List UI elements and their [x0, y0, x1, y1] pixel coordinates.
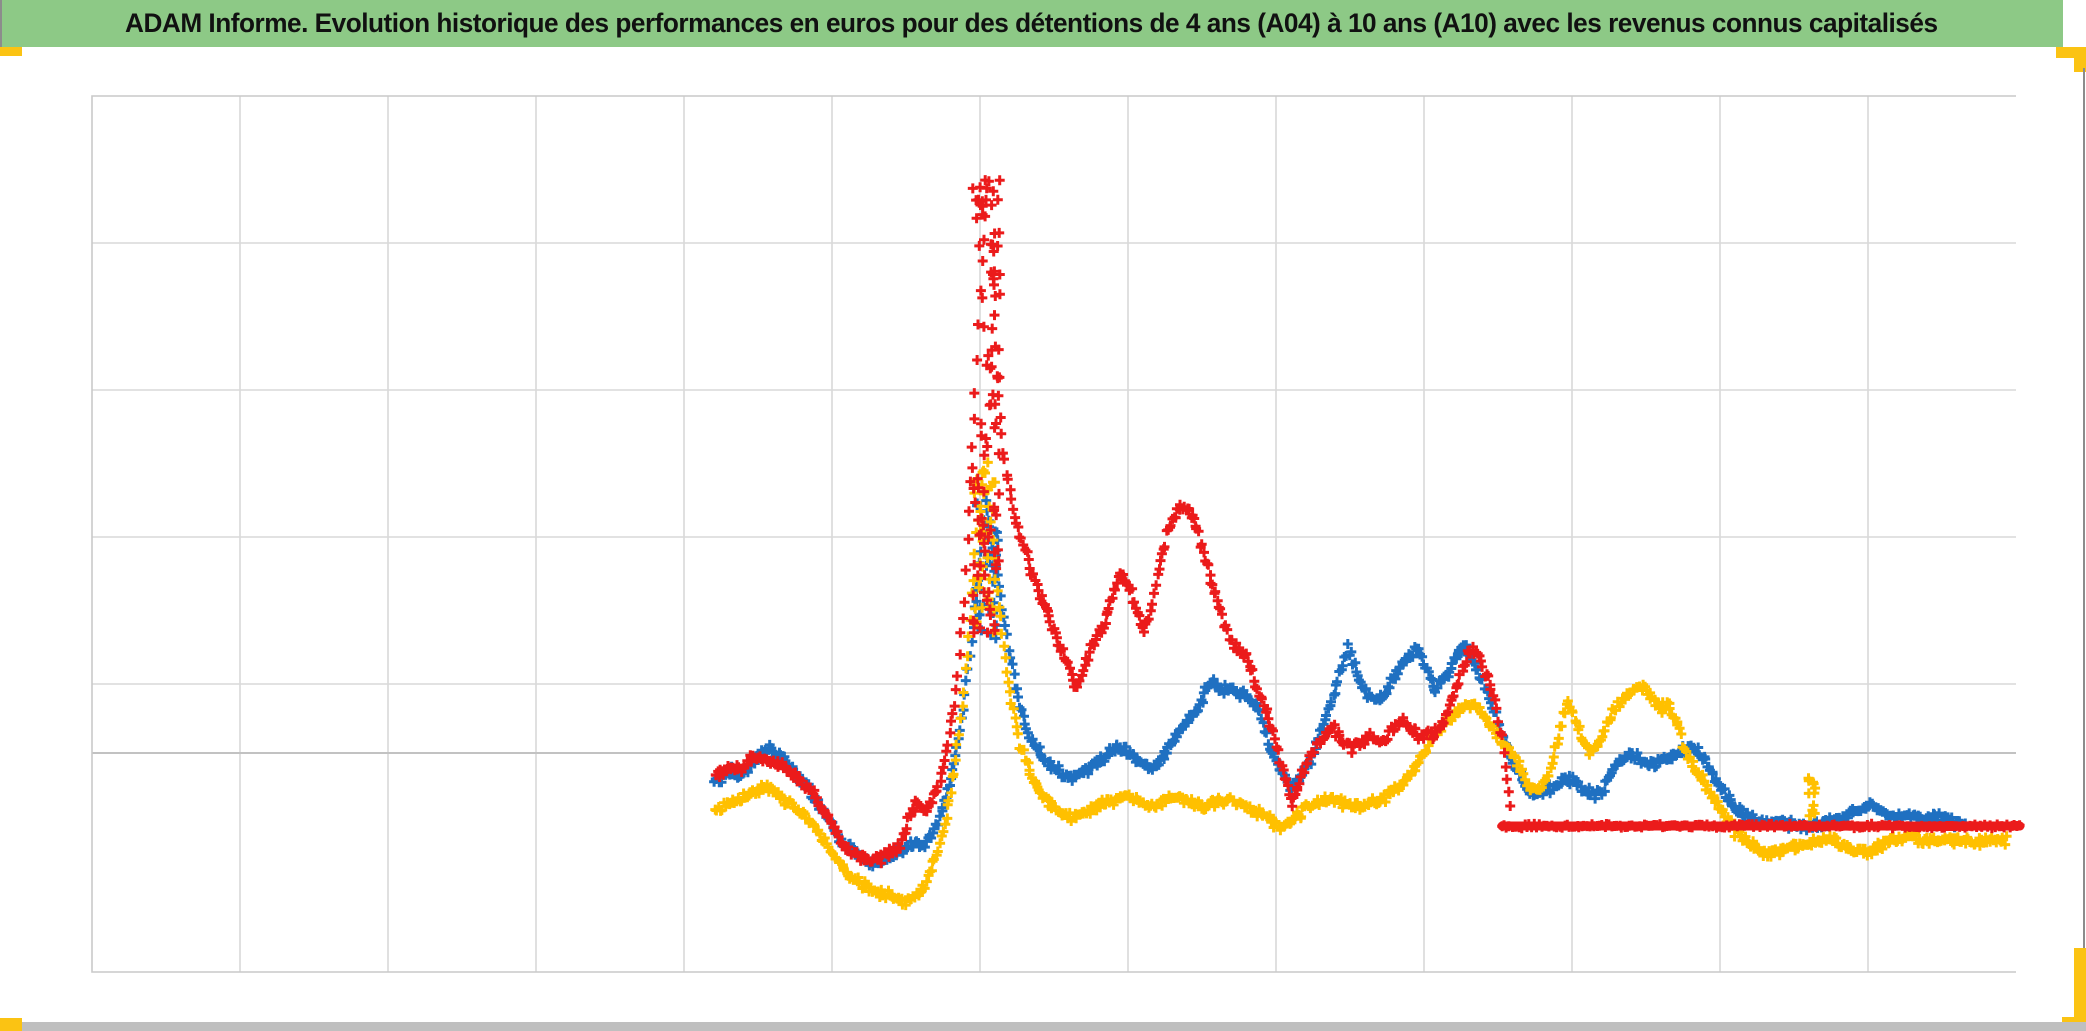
corner-mark-bottom-right-vertical: [2074, 948, 2086, 1031]
corner-mark-top-right-vertical: [2074, 47, 2086, 72]
gridlines: [92, 96, 2016, 972]
right-edge-line: [2083, 68, 2085, 952]
red-series: [710, 175, 1516, 869]
gold-series: [710, 457, 2012, 911]
left-edge-line: [0, 0, 2, 55]
plot-border: [91, 95, 2016, 973]
corner-mark-top-right-horizontal: [2056, 47, 2086, 58]
bottom-gray-bar: [22, 1022, 2086, 1031]
corner-mark-top-left: [0, 47, 22, 56]
title-bar: ADAM Informe. Evolution historique des p…: [0, 0, 2063, 47]
chart-title: ADAM Informe. Evolution historique des p…: [125, 8, 1938, 38]
corner-mark-bottom-left: [0, 1018, 22, 1031]
